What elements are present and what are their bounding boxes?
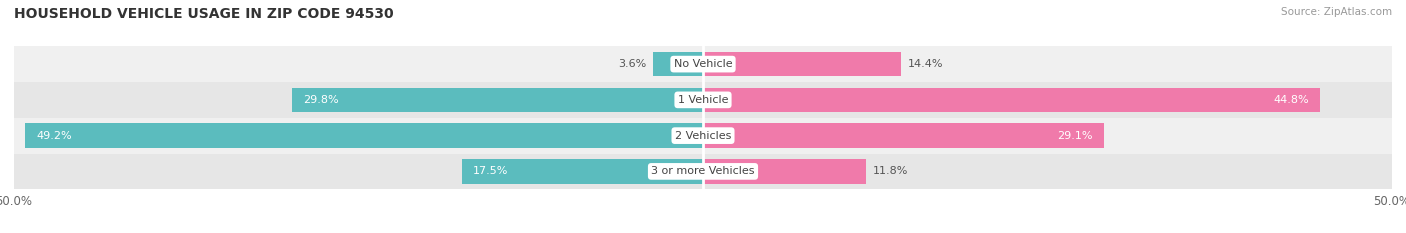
Text: 29.1%: 29.1% bbox=[1057, 131, 1092, 141]
Bar bbox=[703, 123, 1104, 148]
Bar bbox=[292, 88, 703, 112]
Text: HOUSEHOLD VEHICLE USAGE IN ZIP CODE 94530: HOUSEHOLD VEHICLE USAGE IN ZIP CODE 9453… bbox=[14, 7, 394, 21]
Bar bbox=[461, 159, 703, 184]
Bar bbox=[14, 118, 1392, 154]
Text: Source: ZipAtlas.com: Source: ZipAtlas.com bbox=[1281, 7, 1392, 17]
Bar bbox=[25, 123, 703, 148]
Text: 3 or more Vehicles: 3 or more Vehicles bbox=[651, 166, 755, 176]
Bar bbox=[654, 52, 703, 76]
Text: 49.2%: 49.2% bbox=[37, 131, 72, 141]
Text: 14.4%: 14.4% bbox=[908, 59, 943, 69]
Text: 1 Vehicle: 1 Vehicle bbox=[678, 95, 728, 105]
Bar bbox=[14, 154, 1392, 189]
Bar bbox=[703, 52, 901, 76]
Text: 2 Vehicles: 2 Vehicles bbox=[675, 131, 731, 141]
Text: 11.8%: 11.8% bbox=[873, 166, 908, 176]
Bar bbox=[14, 82, 1392, 118]
Bar bbox=[703, 159, 866, 184]
Text: 17.5%: 17.5% bbox=[472, 166, 509, 176]
Text: 29.8%: 29.8% bbox=[304, 95, 339, 105]
Text: 3.6%: 3.6% bbox=[619, 59, 647, 69]
Bar bbox=[703, 88, 1320, 112]
Text: 44.8%: 44.8% bbox=[1274, 95, 1309, 105]
Text: No Vehicle: No Vehicle bbox=[673, 59, 733, 69]
Bar bbox=[14, 46, 1392, 82]
